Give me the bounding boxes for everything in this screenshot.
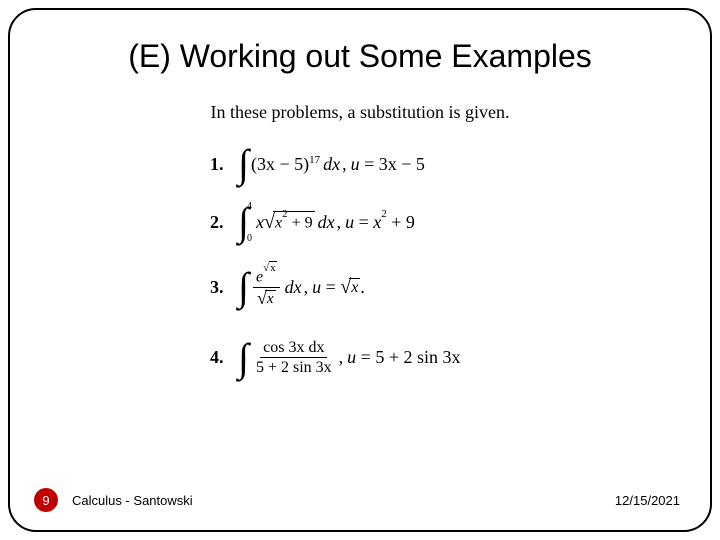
comma: , — [339, 347, 344, 368]
slide-intro: In these problems, a substitution is giv… — [10, 102, 710, 123]
fraction: cos 3x dx 5 + 2 sin 3x — [253, 339, 335, 377]
numerator: cos 3x dx — [260, 339, 327, 359]
sub-rhs-sqrt: √ x — [340, 276, 360, 299]
integrand: x √ x2 + 9 dx — [256, 211, 335, 234]
sub-var: u — [351, 154, 360, 175]
slide-frame: (E) Working out Some Examples In these p… — [8, 8, 712, 532]
problem-row: 1. ∫ (3x − 5)17 dx , u = 3x − 5 — [210, 150, 570, 178]
sqrt: √ x2 + 9 — [264, 211, 315, 234]
integral-expr: ∫ (3x − 5)17 dx , u = 3x − 5 — [238, 150, 425, 178]
dx: dx — [318, 212, 335, 233]
date-label: 12/15/2021 — [615, 493, 680, 508]
equals: = — [356, 347, 375, 368]
integral-expr: ∫ e√x √ x dx , u = — [238, 266, 365, 309]
comma: , — [342, 154, 347, 175]
integral-sign-icon: ∫ — [238, 208, 249, 236]
pre-factor: x — [256, 212, 264, 233]
sqrt-body: x2 + 9 — [273, 211, 315, 232]
power: 17 — [309, 154, 320, 166]
slide-footer: 9 Calculus - Santowski 12/15/2021 — [34, 488, 680, 512]
exp-sqrt: √x — [263, 262, 277, 274]
integral-sign-icon: ∫ — [238, 344, 249, 372]
sub-rhs: 3x − 5 — [379, 154, 425, 175]
sub-var: u — [345, 212, 354, 233]
course-label: Calculus - Santowski — [72, 493, 193, 508]
problem-row: 4. ∫ cos 3x dx 5 + 2 sin 3x , u = 5 + 2 … — [210, 339, 570, 377]
period: . — [360, 277, 365, 298]
page-number-badge: 9 — [34, 488, 58, 512]
dx: dx — [323, 154, 340, 175]
problem-row: 2. ∫ 4 0 x √ x2 + 9 dx , u = — [210, 208, 570, 236]
equals: = — [354, 212, 373, 233]
integral-sign-icon: ∫ — [238, 273, 249, 301]
equals: = — [321, 277, 340, 298]
integral-sign-icon: ∫ — [238, 150, 249, 178]
page-number: 9 — [42, 493, 49, 508]
problem-row: 3. ∫ e√x √ x dx , u = — [210, 266, 570, 309]
fraction: e√x √ x — [253, 266, 280, 309]
base: (3x − 5) — [251, 154, 309, 175]
sub-var: u — [312, 277, 321, 298]
sub-rhs: 5 + 2 sin 3x — [375, 347, 460, 368]
integral-expr: ∫ cos 3x dx 5 + 2 sin 3x , u = 5 + 2 sin… — [238, 339, 461, 377]
slide-title: (E) Working out Some Examples — [10, 38, 710, 75]
lower-bound: 0 — [247, 234, 252, 244]
sub-rhs: x2 + 9 — [373, 212, 415, 233]
problem-number: 4. — [210, 347, 238, 368]
integral-expr: ∫ 4 0 x √ x2 + 9 dx , u = x2 + 9 — [238, 208, 415, 236]
problem-number: 1. — [210, 154, 238, 175]
problem-list: 1. ∫ (3x − 5)17 dx , u = 3x − 5 2. ∫ 4 0 — [210, 150, 570, 377]
denominator: √ x — [254, 288, 279, 309]
integrand: (3x − 5)17 dx — [251, 154, 340, 175]
comma: , — [304, 277, 309, 298]
numerator: e√x — [253, 266, 280, 288]
sqrt: √ x — [257, 289, 276, 309]
problem-number: 3. — [210, 277, 238, 298]
comma: , — [337, 212, 342, 233]
problem-number: 2. — [210, 212, 238, 233]
sub-var: u — [347, 347, 356, 368]
upper-bound: 4 — [247, 202, 252, 212]
footer-left: 9 Calculus - Santowski — [34, 488, 193, 512]
equals: = — [360, 154, 379, 175]
dx: dx — [285, 277, 302, 298]
denominator: 5 + 2 sin 3x — [253, 358, 335, 377]
